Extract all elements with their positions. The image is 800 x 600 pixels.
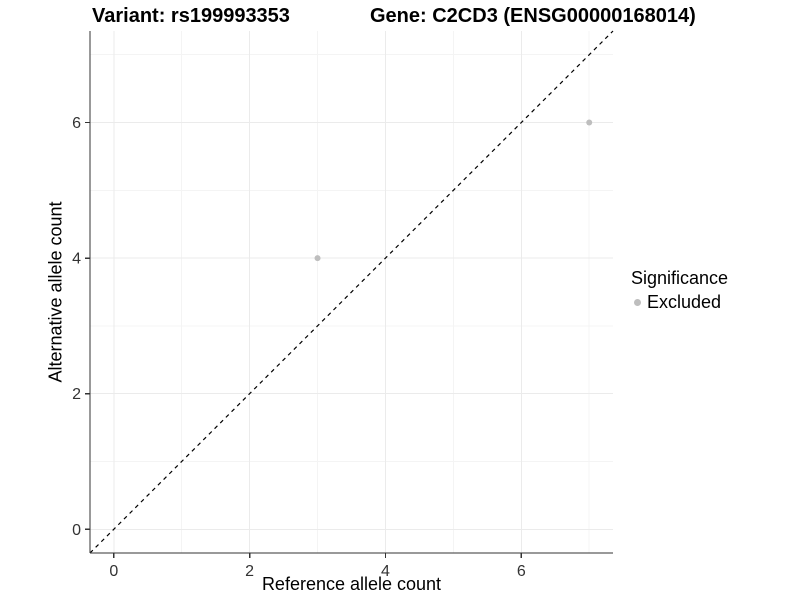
- y-tick-label: 6: [72, 115, 81, 132]
- y-tick-label: 0: [72, 522, 81, 539]
- x-tick-label: 2: [245, 563, 254, 580]
- y-tick-label: 4: [72, 251, 81, 268]
- variant-title: Variant: rs199993353: [92, 5, 290, 27]
- data-point[interactable]: [586, 119, 593, 126]
- y-tick-label: 2: [72, 386, 81, 403]
- legend-item-label: Excluded: [647, 292, 722, 312]
- x-tick-label: 4: [381, 563, 390, 580]
- x-tick-label: 6: [517, 563, 526, 580]
- legend: Significance Excluded: [631, 268, 728, 313]
- legend-key-dot: [634, 299, 641, 306]
- x-tick-label: 0: [109, 563, 118, 580]
- legend-title: Significance: [631, 268, 729, 288]
- gene-title: Gene: C2CD3 (ENSG00000168014): [370, 5, 696, 27]
- identity-dashed-line: [89, 30, 614, 554]
- x-axis-label: Reference allele count: [261, 574, 442, 594]
- legend-items: Excluded: [631, 292, 728, 313]
- data-point[interactable]: [314, 255, 321, 262]
- legend-item: Excluded: [634, 292, 728, 313]
- y-axis-label: Alternative allele count: [45, 201, 66, 383]
